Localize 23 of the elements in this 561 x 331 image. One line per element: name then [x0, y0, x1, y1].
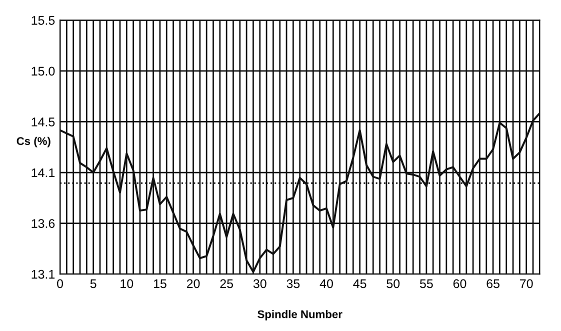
x-tick-label: 60: [453, 279, 466, 288]
x-tick-label: 40: [320, 279, 333, 288]
y-tick-label: 15.0: [32, 66, 55, 76]
y-tick-label: 14.5: [32, 118, 55, 126]
x-tick-label: 15: [154, 279, 166, 288]
y-tick-label: 15.5: [32, 16, 55, 25]
x-tick-label: 20: [186, 279, 200, 288]
x-tick-label: 45: [353, 279, 366, 288]
x-tick-label: 70: [520, 279, 533, 288]
y-tick-label: 13.1: [32, 270, 55, 279]
x-tick-label: 0: [57, 279, 64, 288]
x-tick-label: 25: [220, 279, 233, 288]
y-axis-title: Cs (%): [16, 136, 50, 148]
x-tick-label: 65: [486, 279, 500, 288]
x-tick-label: 5: [90, 279, 96, 288]
x-tick-label: 30: [253, 279, 266, 288]
x-axis-title: Spindle Number: [258, 310, 342, 320]
x-tick-label: 10: [120, 279, 134, 288]
y-tick-label: 13.6: [32, 219, 55, 228]
x-tick-label: 35: [286, 279, 300, 288]
y-tick-label: 14.1: [32, 168, 55, 178]
x-tick-label: 50: [386, 279, 400, 288]
x-tick-label: 55: [420, 279, 433, 288]
